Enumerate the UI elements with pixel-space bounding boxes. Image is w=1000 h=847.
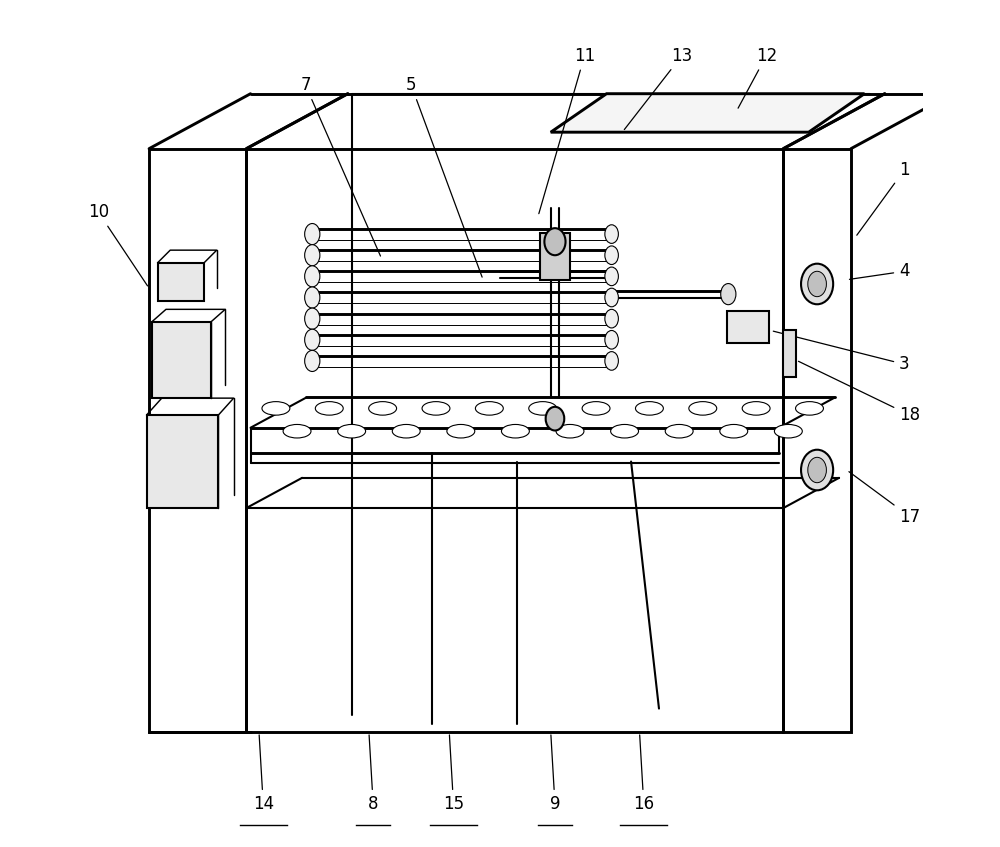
Ellipse shape (721, 284, 736, 305)
Ellipse shape (801, 263, 833, 304)
Text: 12: 12 (738, 47, 777, 108)
Ellipse shape (283, 424, 311, 438)
FancyBboxPatch shape (727, 311, 769, 343)
Ellipse shape (501, 424, 529, 438)
Text: 4: 4 (849, 263, 910, 280)
Ellipse shape (546, 407, 564, 430)
Ellipse shape (544, 228, 566, 255)
Text: 10: 10 (88, 203, 148, 286)
Ellipse shape (808, 271, 826, 296)
Polygon shape (551, 94, 864, 132)
FancyBboxPatch shape (540, 233, 570, 280)
Ellipse shape (605, 224, 618, 243)
Text: 8: 8 (368, 735, 378, 813)
Ellipse shape (605, 246, 618, 264)
Ellipse shape (315, 401, 343, 415)
FancyBboxPatch shape (158, 263, 204, 301)
Text: 16: 16 (633, 735, 654, 813)
Ellipse shape (808, 457, 826, 483)
Ellipse shape (262, 401, 290, 415)
Ellipse shape (338, 424, 366, 438)
FancyBboxPatch shape (147, 415, 218, 508)
Text: 9: 9 (550, 735, 560, 813)
Ellipse shape (369, 401, 397, 415)
Text: 14: 14 (253, 735, 274, 813)
Text: 15: 15 (443, 735, 464, 813)
Text: 5: 5 (406, 76, 482, 277)
Ellipse shape (582, 401, 610, 415)
Ellipse shape (422, 401, 450, 415)
Ellipse shape (689, 401, 717, 415)
Ellipse shape (305, 224, 320, 245)
Ellipse shape (774, 424, 802, 438)
Ellipse shape (605, 352, 618, 370)
Ellipse shape (611, 424, 639, 438)
Ellipse shape (742, 401, 770, 415)
Text: 7: 7 (300, 76, 380, 256)
Ellipse shape (796, 401, 823, 415)
Ellipse shape (392, 424, 420, 438)
Text: 11: 11 (539, 47, 595, 213)
Ellipse shape (447, 424, 475, 438)
Ellipse shape (305, 287, 320, 308)
Ellipse shape (801, 450, 833, 490)
FancyBboxPatch shape (152, 322, 211, 398)
Ellipse shape (665, 424, 693, 438)
Text: 1: 1 (857, 161, 910, 235)
Ellipse shape (305, 351, 320, 372)
Text: 17: 17 (849, 472, 920, 525)
Text: 18: 18 (798, 362, 920, 424)
Ellipse shape (305, 266, 320, 287)
Ellipse shape (720, 424, 748, 438)
Ellipse shape (305, 308, 320, 329)
Text: 3: 3 (773, 331, 910, 374)
Ellipse shape (605, 267, 618, 285)
Ellipse shape (305, 329, 320, 351)
Ellipse shape (635, 401, 663, 415)
Ellipse shape (305, 245, 320, 266)
FancyBboxPatch shape (783, 330, 796, 377)
Ellipse shape (556, 424, 584, 438)
Ellipse shape (605, 288, 618, 307)
Ellipse shape (605, 309, 618, 328)
Ellipse shape (605, 330, 618, 349)
Ellipse shape (529, 401, 557, 415)
Ellipse shape (475, 401, 503, 415)
Text: 13: 13 (624, 47, 692, 130)
